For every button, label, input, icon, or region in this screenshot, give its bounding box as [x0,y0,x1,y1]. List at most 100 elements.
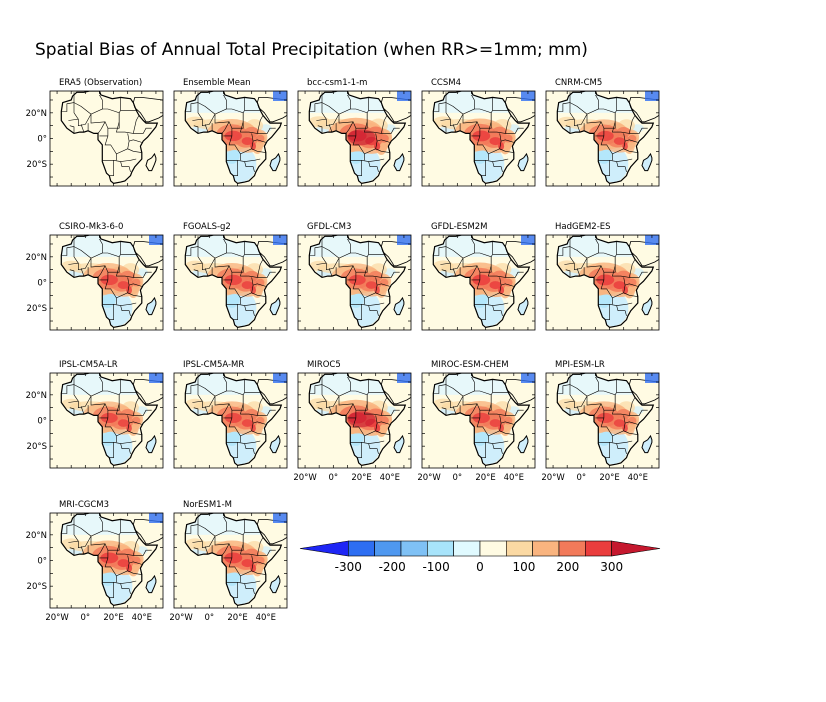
panel-label: GFDL-ESM2M [431,222,488,232]
panel-label: IPSL-CM5A-LR [59,360,118,370]
lon-tick-label: 40°E [256,613,276,623]
map-panel: CSIRO-Mk3-6-0 20°N 0° 20°S [26,222,164,331]
coastline [556,91,655,185]
panel-label: FGOALS-g2 [183,222,231,232]
lon-tick-label: 20°E [227,613,247,623]
lon-tick-label: 20°W [541,473,565,483]
colorbar-tick-label: -200 [379,560,406,574]
map-panel: CNRM-CM5 [545,78,660,187]
map-panel: HadGEM2-ES [545,222,660,331]
lon-tick-label: 0° [204,613,214,623]
colorbar-segment [558,540,586,557]
colorbar-segment [374,540,402,557]
lat-tick-label: 20°S [27,442,47,452]
map-panel: IPSL-CM5A-LR 20°N 0° 20°S [26,360,164,469]
lon-tick-label: 40°E [380,473,400,483]
colorbar-segment [400,540,428,557]
coastline [184,373,283,467]
coastline [432,91,531,185]
panel-grid: ERA5 (Observation) 20°N 0° 20°S Ensemble Mea… [26,78,660,623]
colorbar-tick-label: -300 [335,560,362,574]
panel-label: GFDL-CM3 [307,222,351,232]
colorbar-segment [426,540,454,557]
colorbar-tick-label: 300 [600,560,623,574]
coastline [184,513,283,607]
coastline [308,373,407,467]
map-panel: GFDL-ESM2M [421,222,536,331]
colorbar-segment [611,540,661,557]
coastline [432,373,531,467]
map-panel: MRI-CGCM3 20°N 0° 20°S 20°W 0° 20°E 40°E [26,500,164,623]
lon-tick-label: 0° [80,613,90,623]
lat-tick-label: 0° [37,417,47,427]
lon-tick-label: 40°E [628,473,648,483]
map-panel: MIROC5 20°W 0° 20°E 40°E [293,360,412,483]
coastline [60,513,159,607]
colorbar-segment [347,540,375,557]
colorbar-tick-label: 100 [512,560,535,574]
coastline [308,91,407,185]
coastline [60,373,159,467]
lon-tick-label: 20°E [599,473,619,483]
panel-label: ERA5 (Observation) [59,78,142,88]
map-panel: FGOALS-g2 [173,222,288,331]
map-panel: bcc-csm1-1-m [297,78,412,187]
lon-tick-label: 20°E [475,473,495,483]
colorbar-segment [505,540,533,557]
panel-label: MIROC-ESM-CHEM [431,360,509,370]
panel-label: MIROC5 [307,360,341,370]
map-panel: IPSL-CM5A-MR [173,360,288,469]
coastline [308,235,407,329]
lat-tick-label: 0° [37,557,47,567]
lat-tick-label: 0° [37,279,47,289]
panel-label: bcc-csm1-1-m [307,78,367,88]
coastline [60,235,159,329]
figure-title: Spatial Bias of Annual Total Precipitati… [35,40,588,60]
lat-tick-label: 20°N [26,109,47,119]
coastline [60,91,159,185]
lon-tick-label: 20°W [293,473,317,483]
lon-tick-label: 20°E [103,613,123,623]
lon-tick-label: 0° [576,473,586,483]
map-panel: Ensemble Mean [173,78,288,187]
lon-tick-label: 40°E [504,473,524,483]
lon-tick-label: 20°W [45,613,69,623]
panel-label: MRI-CGCM3 [59,500,109,510]
lon-tick-label: 20°W [169,613,193,623]
panel-label: IPSL-CM5A-MR [183,360,244,370]
map-panel: MIROC-ESM-CHEM 20°W 0° 20°E 40°E [417,360,536,483]
coastline [556,235,655,329]
panel-label: CSIRO-Mk3-6-0 [59,222,123,232]
coastline [432,235,531,329]
lat-tick-label: 20°S [27,582,47,592]
panel-label: CNRM-CM5 [555,78,602,88]
lat-tick-label: 20°N [26,391,47,401]
coastline [184,235,283,329]
colorbar: -300 -200 -100 0 100 200 300 [299,540,661,574]
lon-tick-label: 20°W [417,473,441,483]
panel-label: HadGEM2-ES [555,222,611,232]
coastline [556,373,655,467]
lon-tick-label: 0° [452,473,462,483]
colorbar-tick-label: -100 [422,560,449,574]
lon-tick-label: 0° [328,473,338,483]
colorbar-segment [453,540,481,557]
lat-tick-label: 0° [37,135,47,145]
map-panel: CCSM4 [421,78,536,187]
panel-label: CCSM4 [431,78,461,88]
panel-label: MPI-ESM-LR [555,360,605,370]
lat-tick-label: 20°S [27,160,47,170]
map-panel: ERA5 (Observation) 20°N 0° 20°S [26,78,164,187]
map-panel: MPI-ESM-LR 20°W 0° 20°E 40°E [541,360,660,483]
lon-tick-label: 40°E [132,613,152,623]
colorbar-tick-label: 200 [556,560,579,574]
colorbar-segment [532,540,560,557]
lon-tick-label: 20°E [351,473,371,483]
lat-tick-label: 20°S [27,304,47,314]
panel-label: NorESM1-M [183,500,232,510]
panel-label: Ensemble Mean [183,78,251,88]
lat-tick-label: 20°N [26,253,47,263]
colorbar-segment [299,540,349,557]
colorbar-segment [479,540,507,557]
